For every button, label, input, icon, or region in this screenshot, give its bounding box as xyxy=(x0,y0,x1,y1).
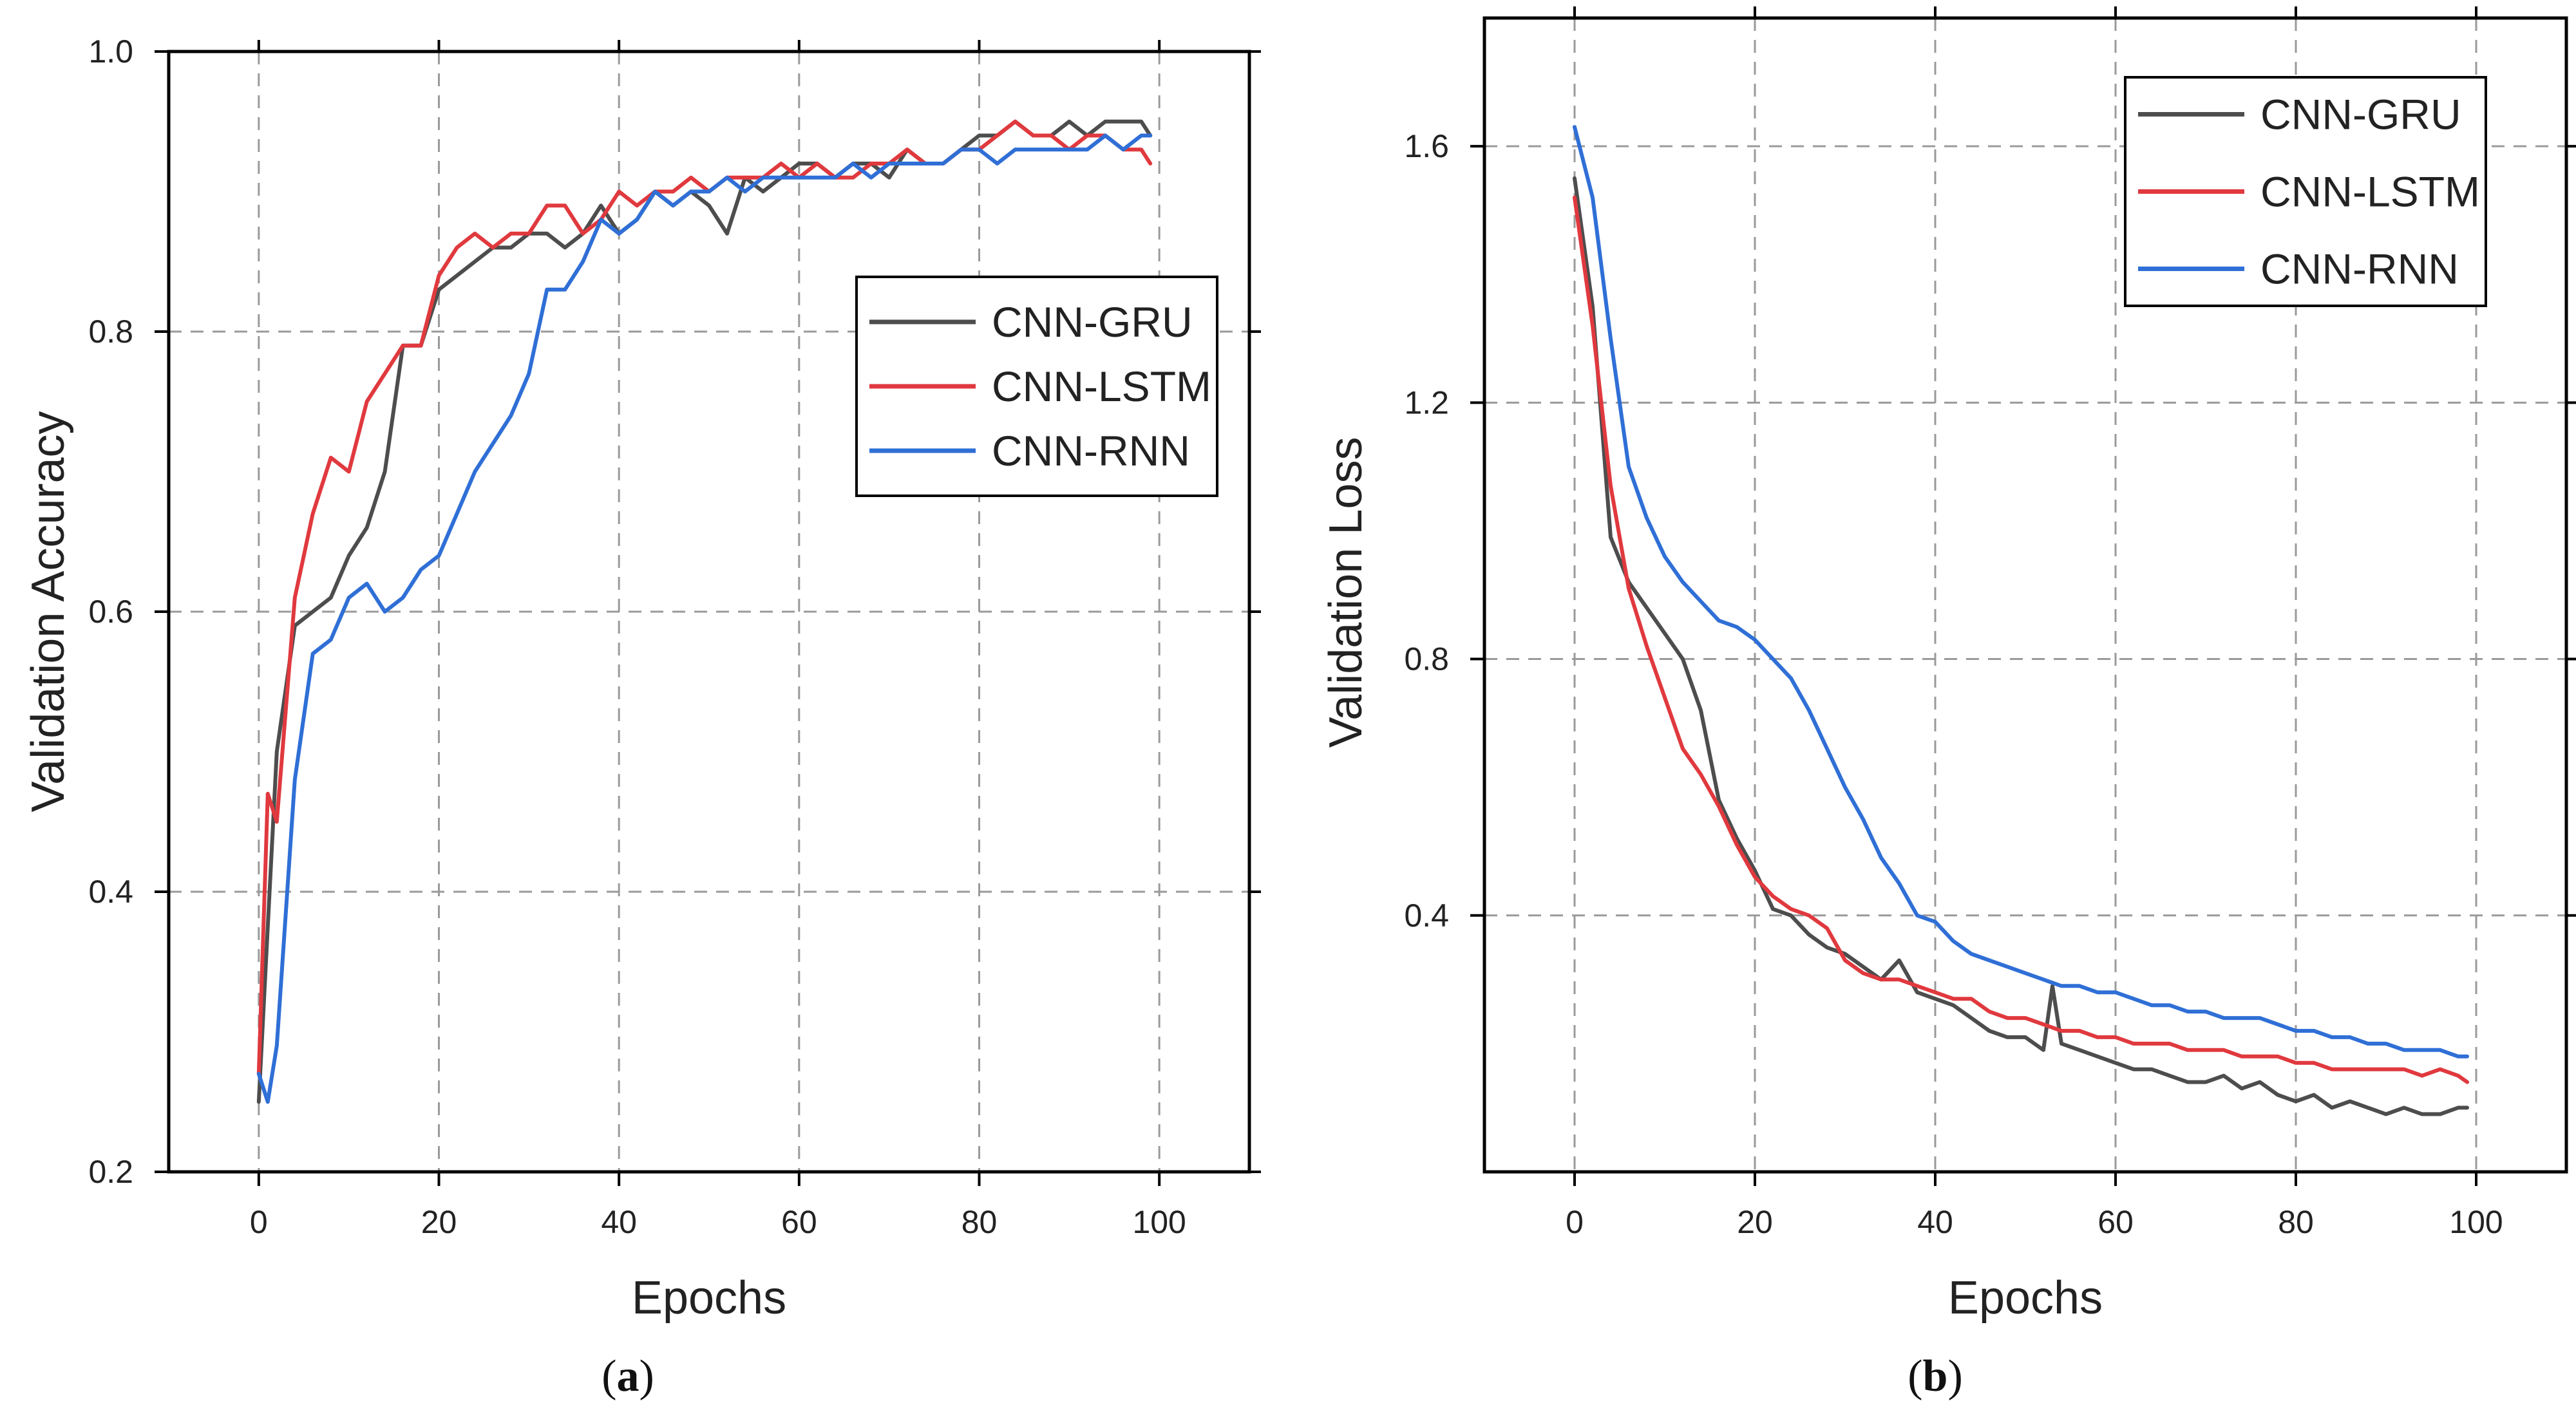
panel-b-y-tick-label: 0.4 xyxy=(1404,898,1449,934)
panel-a-legend-label-cnn-gru: CNN-GRU xyxy=(992,298,1193,346)
panel-b-series-cnn-gru xyxy=(1573,176,2469,1116)
panel-a-y-tick-label: 0.4 xyxy=(88,874,133,910)
panel-a-x-tick-label: 20 xyxy=(421,1204,457,1240)
panel-a-x-axis-label: Epochs xyxy=(632,1272,786,1324)
panel-a-x-tick-label: 100 xyxy=(1132,1204,1186,1240)
panel-b-series-cnn-rnn xyxy=(1573,125,2469,1059)
panel-b-caption-close: ) xyxy=(1947,1351,1962,1401)
panel-b-legend: CNN-GRU CNN-LSTM CNN-RNN xyxy=(2124,76,2487,307)
panel-b-x-tick-label: 60 xyxy=(2098,1204,2134,1240)
panel-a-accuracy-chart: 0 20 40 60 80 100 0.2 0.4 0.6 0.8 1.0 Epochs Valid… xyxy=(23,33,1261,1401)
panel-b-y-axis-label: Validation Loss xyxy=(1320,437,1372,748)
panel-a-legend-box xyxy=(855,276,1218,497)
panel-b-loss-chart: 0 20 40 60 80 100 0.4 0.8 1.2 1.6 Epochs Validati… xyxy=(1320,6,2576,1401)
panel-b-x-tick-label: 100 xyxy=(2449,1204,2503,1240)
panel-a-y-axis-label: Validation Accuracy xyxy=(23,411,74,812)
panel-b-caption: (b) xyxy=(1908,1351,1963,1401)
panel-a-caption-open: ( xyxy=(601,1351,616,1401)
panel-b-ticks: 0 20 40 60 80 100 0.4 0.8 1.2 1.6 xyxy=(1404,6,2576,1240)
panel-a-caption-letter: a xyxy=(617,1351,639,1401)
panel-a-x-tick-label: 80 xyxy=(961,1204,998,1240)
panel-b-x-tick-label: 0 xyxy=(1566,1204,1584,1240)
panel-a-caption: (a) xyxy=(601,1351,654,1401)
panel-b-series-cnn-lstm xyxy=(1573,195,2469,1084)
panel-a-x-tick-label: 60 xyxy=(781,1204,817,1240)
panel-b-series xyxy=(1573,125,2469,1116)
panel-a-series-cnn-rnn xyxy=(256,133,1153,1104)
panel-a-y-tick-label: 0.6 xyxy=(88,594,133,630)
panel-a-series-cnn-lstm xyxy=(256,119,1153,1076)
panel-b-y-tick-label: 1.6 xyxy=(1404,128,1449,164)
panel-b-y-tick-label: 0.8 xyxy=(1404,641,1449,677)
panel-a-y-tick-label: 0.2 xyxy=(88,1154,133,1190)
panel-b-caption-letter: b xyxy=(1923,1351,1948,1401)
panel-b-legend-label-cnn-gru: CNN-GRU xyxy=(2260,91,2461,138)
panel-b-y-tick-label: 1.2 xyxy=(1404,384,1449,420)
panel-a-x-tick-label: 0 xyxy=(250,1204,268,1240)
panel-b-x-tick-label: 40 xyxy=(1917,1204,1953,1240)
panel-a-y-tick-label: 0.8 xyxy=(88,314,133,350)
panel-b-legend-label-cnn-lstm: CNN-LSTM xyxy=(2260,168,2480,216)
panel-b-x-tick-label: 80 xyxy=(2278,1204,2314,1240)
panel-b-plot-frame xyxy=(1482,16,2568,1174)
panel-b-x-axis-label: Epochs xyxy=(1948,1272,2103,1324)
panel-b-x-tick-label: 20 xyxy=(1737,1204,1773,1240)
panel-a-legend-label-cnn-lstm: CNN-LSTM xyxy=(992,362,1211,410)
panel-a-grid xyxy=(169,50,1249,1173)
panel-b-caption-open: ( xyxy=(1908,1351,1922,1401)
panel-a-y-tick-label: 1.0 xyxy=(88,33,133,70)
panel-a-legend-label-cnn-rnn: CNN-RNN xyxy=(992,427,1190,475)
panel-a-ticks: 0 20 40 60 80 100 0.2 0.4 0.6 0.8 1.0 xyxy=(88,33,1261,1240)
panel-a-series xyxy=(256,119,1153,1104)
panel-a-caption-close: ) xyxy=(639,1351,654,1401)
panel-a-legend: CNN-GRU CNN-LSTM CNN-RNN xyxy=(855,276,1218,497)
panel-a-x-tick-label: 40 xyxy=(601,1204,637,1240)
panel-b-legend-label-cnn-rnn: CNN-RNN xyxy=(2260,245,2459,293)
